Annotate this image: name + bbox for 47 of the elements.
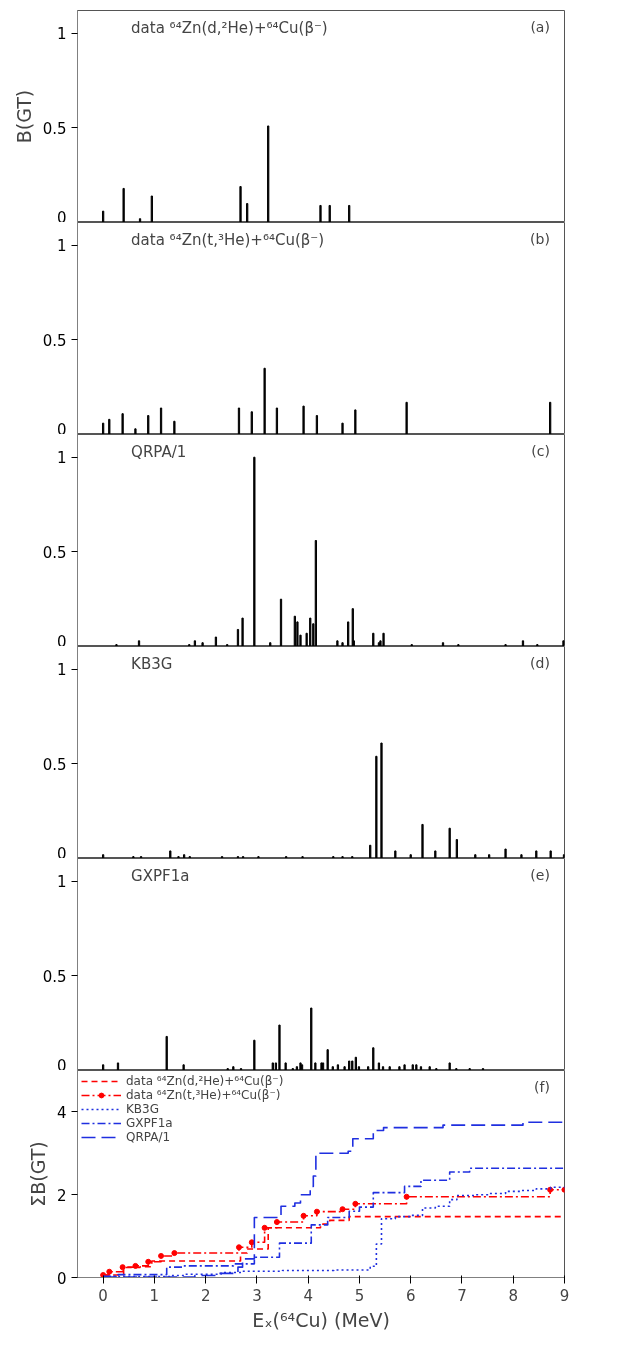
x-tick-label: 1 <box>149 1286 160 1305</box>
annotation: (a) <box>530 18 550 35</box>
y-tick-label: 0 <box>56 1056 67 1075</box>
y-tick-label: 0.5 <box>42 119 67 138</box>
legend-label: GXPF1a <box>126 1116 173 1130</box>
y-axis-title: B(GT) <box>12 89 35 144</box>
y-tick-label: 0.5 <box>42 543 67 562</box>
x-tick-label: 3 <box>252 1286 262 1305</box>
x-tick-label: 9 <box>559 1286 570 1305</box>
y-tick-label: 0 <box>56 844 67 863</box>
y-tick-label: 0 <box>56 1269 67 1288</box>
annotation: QRPA/1 <box>131 442 187 461</box>
y-tick-label: 0.5 <box>42 331 67 350</box>
x-tick-label: 0 <box>98 1286 108 1305</box>
annotation: GXPF1a <box>131 866 190 885</box>
annotation: (e) <box>530 866 550 883</box>
x-tick-label: 6 <box>405 1286 416 1305</box>
y-tick-label: 1 <box>56 661 67 680</box>
y-tick-label: 0 <box>56 420 67 439</box>
annotation: (f) <box>534 1078 550 1095</box>
y-tick-label: 0 <box>56 208 67 227</box>
annotation: data ⁶⁴Zn(t,³He)+⁶⁴Cu(β⁻) <box>131 230 325 249</box>
annotation: KB3G <box>131 654 173 673</box>
y-tick-label: 1 <box>56 237 67 256</box>
annotation: (d) <box>530 654 550 671</box>
annotation: data ⁶⁴Zn(d,²He)+⁶⁴Cu(β⁻) <box>131 18 328 37</box>
y-tick-label: 0.5 <box>42 755 67 774</box>
x-tick-label: 4 <box>303 1286 313 1305</box>
x-tick-label: 7 <box>457 1286 467 1305</box>
legend-label: data ⁶⁴Zn(d,²He)+⁶⁴Cu(β⁻) <box>126 1074 284 1088</box>
annotation: (b) <box>530 230 550 247</box>
y-tick-label: 2 <box>56 1186 67 1205</box>
y-tick-label: 1 <box>56 449 67 468</box>
legend-label: KB3G <box>126 1102 160 1116</box>
x-axis-title: Eₓ(⁶⁴Cu) (MeV) <box>252 1308 390 1331</box>
y-tick-label: 1 <box>56 25 67 44</box>
x-tick-label: 2 <box>200 1286 211 1305</box>
y-axis-title: ΣB(GT) <box>26 1141 49 1207</box>
legend-label: QRPA/1 <box>126 1130 171 1144</box>
annotation: (c) <box>531 442 550 459</box>
y-tick-label: 0.5 <box>42 967 67 986</box>
x-tick-label: 8 <box>508 1286 519 1305</box>
x-tick-label: 5 <box>354 1286 365 1305</box>
legend-label: data ⁶⁴Zn(t,³He)+⁶⁴Cu(β⁻) <box>126 1088 281 1102</box>
y-tick-label: 0 <box>56 632 67 651</box>
y-tick-label: 4 <box>56 1103 67 1122</box>
y-tick-label: 1 <box>56 873 67 892</box>
